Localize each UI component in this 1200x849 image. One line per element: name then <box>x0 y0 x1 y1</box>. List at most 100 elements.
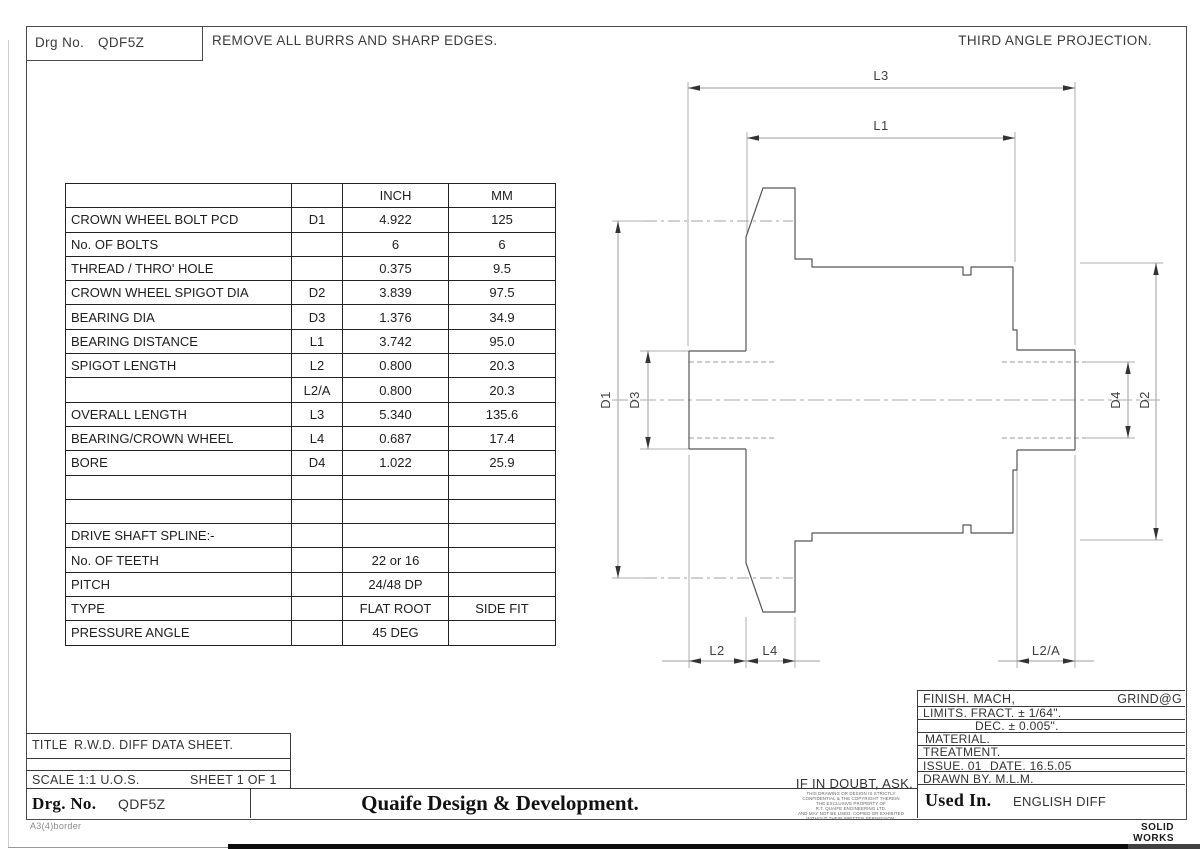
table-row: BEARING/CROWN WHEEL L4 0.687 17.4 <box>65 425 556 452</box>
table-cell: 0.800 <box>342 353 449 379</box>
table-cell: L1 <box>291 328 343 355</box>
table-cell: CROWN WHEEL SPIGOT DIA <box>65 280 292 306</box>
table-cell: L3 <box>291 401 343 427</box>
table-cell: INCH <box>342 182 449 209</box>
table-cell: 3.742 <box>342 328 449 355</box>
bottom-bar-segment <box>1128 844 1200 849</box>
extension-lines <box>612 82 1163 668</box>
spec-block-line <box>917 706 1185 707</box>
disclaimer-line: CONFIDENTIAL & THE COPYRIGHT THEREIN <box>802 795 900 801</box>
dim-label-d4: D4 <box>1108 391 1123 408</box>
projection-note: THIRD ANGLE PROJECTION. <box>958 33 1152 48</box>
grind-value: GRIND@G <box>1117 692 1182 706</box>
table-cell: No. OF TEETH <box>65 547 292 573</box>
title-block-line <box>290 733 291 789</box>
table-row: L2/A 0.800 20.3 <box>65 377 556 403</box>
table-row: No. OF TEETH 22 or 16 <box>65 547 556 573</box>
table-row: BEARING DIA D3 1.376 34.9 <box>65 304 556 330</box>
dim-label-d2: D2 <box>1137 391 1152 408</box>
drawn-by-value: DRAWN BY. M.L.M. <box>923 772 1034 786</box>
table-row: DRIVE SHAFT SPLINE:- <box>65 523 556 549</box>
drg-no-box: Drg No. QDF5Z <box>26 26 203 61</box>
table-row: CROWN WHEEL BOLT PCD D1 4.922 125 <box>65 207 556 233</box>
table-cell: CROWN WHEEL BOLT PCD <box>65 207 292 233</box>
disclaimer-line: R.T. QUAIFE ENGINEERING LTD. <box>815 805 887 811</box>
spec-block-line <box>917 690 1185 691</box>
spec-block-line <box>917 784 1185 785</box>
table-cell: D1 <box>291 207 343 233</box>
table-cell: 1.022 <box>342 450 449 476</box>
table-cell: DRIVE SHAFT SPLINE:- <box>65 523 292 549</box>
border-template-tag: A3(4)border <box>30 821 82 831</box>
company-name: Quaife Design & Development. <box>361 791 639 815</box>
table-cell <box>448 498 556 525</box>
title-label: TITLE <box>32 738 68 752</box>
table-cell: 4.922 <box>342 207 449 233</box>
drg-no-label-bottom: Drg. No. <box>32 794 97 813</box>
spec-block-line <box>917 732 1185 733</box>
dim-label-d3: D3 <box>627 391 642 408</box>
table-cell: 3.839 <box>342 280 449 306</box>
spec-block-line <box>917 745 1185 746</box>
table-cell <box>65 474 292 500</box>
table-cell: 135.6 <box>448 401 556 427</box>
table-cell: BEARING/CROWN WHEEL <box>65 425 292 452</box>
paper-left-edge <box>8 40 9 848</box>
table-cell: 0.800 <box>342 377 449 403</box>
drg-no-label: Drg No. <box>35 35 85 50</box>
table-cell: 5.340 <box>342 401 449 427</box>
table-row: BEARING DISTANCE L1 3.742 95.0 <box>65 328 556 355</box>
disclaimer-line: WITHOUT THEIR WRITTEN PERMISSION. <box>806 815 896 821</box>
table-cell: No. OF BOLTS <box>65 231 292 257</box>
table-row: CROWN WHEEL SPIGOT DIA D2 3.839 97.5 <box>65 280 556 306</box>
part-outline <box>688 187 1076 613</box>
scale-value: SCALE 1:1 U.O.S. <box>32 773 140 787</box>
paper-bottom-edge <box>8 847 228 848</box>
table-row: PRESSURE ANGLE 45 DEG <box>65 620 556 646</box>
table-cell <box>291 596 343 622</box>
table-row: No. OF BOLTS 6 6 <box>65 231 556 257</box>
table-row: BORE D4 1.022 25.9 <box>65 450 556 476</box>
table-row: PITCH 24/48 DP <box>65 571 556 598</box>
copyright-disclaimer: THIS DRAWING OR DESIGN IS STRICTLY CONFID… <box>786 791 916 821</box>
table-row <box>65 474 556 500</box>
title-block-line <box>26 733 290 734</box>
table-cell: 25.9 <box>448 450 556 476</box>
if-in-doubt-note: IF IN DOUBT, ASK. <box>795 776 913 791</box>
table-cell: 20.3 <box>448 353 556 379</box>
title-value: R.W.D. DIFF DATA SHEET. <box>74 738 234 752</box>
drg-no-value-bottom: QDF5Z <box>118 796 166 812</box>
table-cell <box>291 523 343 549</box>
table-cell <box>65 377 292 403</box>
table-cell: 17.4 <box>448 425 556 452</box>
sheet-border <box>26 26 1187 820</box>
dimension-data-table: INCH MM CROWN WHEEL BOLT PCD D1 4.922 125 No. … <box>65 182 556 646</box>
table-cell: BEARING DISTANCE <box>65 328 292 355</box>
dim-label-l2a: L2/A <box>1032 643 1060 658</box>
spec-block-line <box>917 690 918 818</box>
table-cell: 9.5 <box>448 255 556 282</box>
spec-block-line <box>917 719 1185 720</box>
date-value: DATE. 16.5.05 <box>990 759 1072 773</box>
table-cell: L2 <box>291 353 343 379</box>
used-in-label: Used In. <box>925 790 992 810</box>
hidden-bore-lines <box>689 361 1086 439</box>
table-cell <box>291 474 343 500</box>
title-block-line <box>26 758 290 759</box>
table-row: THREAD / THRO' HOLE 0.375 9.5 <box>65 255 556 282</box>
table-cell: PRESSURE ANGLE <box>65 620 292 646</box>
issue-value: ISSUE. 01 <box>923 759 982 773</box>
table-cell: THREAD / THRO' HOLE <box>65 255 292 282</box>
table-cell <box>448 620 556 646</box>
table-cell: D2 <box>291 280 343 306</box>
title-block-line <box>26 770 290 771</box>
dim-label-l4: L4 <box>762 643 777 658</box>
table-cell: L4 <box>291 425 343 452</box>
table-cell: D3 <box>291 304 343 330</box>
table-row: SPIGOT LENGTH L2 0.800 20.3 <box>65 353 556 379</box>
table-cell: 125 <box>448 207 556 233</box>
table-cell <box>342 474 449 500</box>
dim-label-d1: D1 <box>598 391 613 408</box>
